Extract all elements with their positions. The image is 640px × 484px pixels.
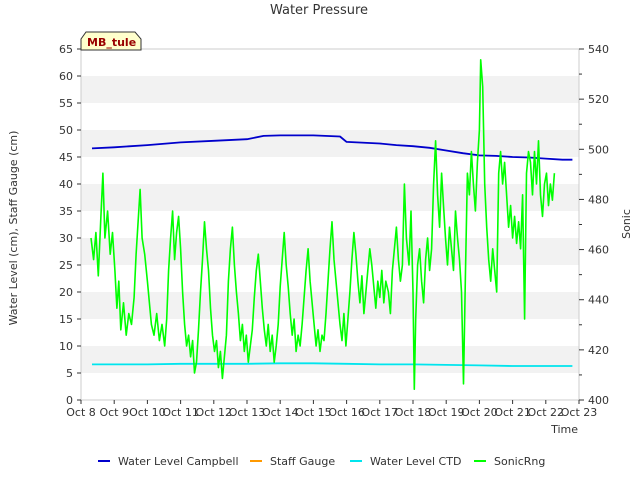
legend: Water Level Campbell Staff Gauge Water Lev…: [98, 455, 545, 468]
series-line-sonicrng: [90, 59, 556, 390]
x-tick-label: Oct 23: [561, 406, 598, 419]
x-tick-label: Oct 19: [428, 406, 465, 419]
x-tick-label: Oct 18: [395, 406, 432, 419]
x-tick-label: Oct 13: [229, 406, 266, 419]
y-tick-label-left: 0: [66, 394, 73, 407]
y-tick-label-right: 400: [588, 394, 609, 407]
legend-label: Water Level CTD: [370, 455, 461, 468]
x-tick-label: Oct 16: [328, 406, 365, 419]
y-tick-label-left: 20: [59, 286, 73, 299]
legend-label: SonicRng: [494, 455, 545, 468]
grid-band: [81, 130, 579, 157]
series-line-water-level-ctd: [92, 362, 573, 367]
grid-band: [81, 76, 579, 103]
x-tick-label: Oct 20: [461, 406, 498, 419]
x-tick-label: Oct 9: [99, 406, 129, 419]
chart-title: Water Pressure: [270, 3, 368, 18]
y-tick-label-left: 5: [66, 367, 73, 380]
y-tick-label-right: 500: [588, 143, 609, 156]
y-axis-label-left: Water Level (cm), Staff Gauge (cm): [7, 131, 20, 326]
grid-band: [81, 292, 579, 319]
grid-band: [81, 157, 579, 184]
y-tick-label-right: 540: [588, 43, 609, 56]
x-axis-label: Time: [550, 423, 578, 436]
grid-band: [81, 184, 579, 211]
x-tick-label: Oct 17: [362, 406, 399, 419]
y-tick-label-right: 460: [588, 244, 609, 257]
legend-label: Staff Gauge: [270, 455, 335, 468]
x-tick-label: Oct 12: [196, 406, 233, 419]
series-line-water-level-campbell: [91, 134, 573, 161]
y-tick-label-left: 40: [59, 178, 73, 191]
y-tick-label-right: 520: [588, 93, 609, 106]
y-tick-label-right: 420: [588, 344, 609, 357]
y-tick-label-left: 30: [59, 232, 73, 245]
y-tick-label-left: 25: [59, 259, 73, 272]
y-tick-label-right: 480: [588, 193, 609, 206]
grid-band: [81, 103, 579, 130]
y-tick-label-left: 65: [59, 43, 73, 56]
x-tick-label: Oct 8: [66, 406, 96, 419]
x-tick-label: Oct 22: [528, 406, 565, 419]
y-tick-label-left: 55: [59, 97, 73, 110]
y-tick-label-left: 35: [59, 205, 73, 218]
station-label: MB_tule: [80, 31, 142, 51]
grid-band: [81, 49, 579, 76]
x-tick-label: Oct 11: [162, 406, 199, 419]
y-tick-label-right: 440: [588, 294, 609, 307]
y-tick-label-left: 15: [59, 313, 73, 326]
x-tick-label: Oct 15: [295, 406, 332, 419]
y-axis-label-right: Sonic: [620, 209, 633, 239]
station-label-text: MB_tule: [87, 36, 136, 49]
y-tick-label-left: 60: [59, 70, 73, 83]
x-tick-label: Oct 14: [262, 406, 299, 419]
grid-band: [81, 211, 579, 238]
legend-label: Water Level Campbell: [118, 455, 239, 468]
x-tick-label: Oct 10: [129, 406, 166, 419]
grid-band: [81, 373, 579, 400]
grid-band: [81, 346, 579, 373]
y-tick-label-left: 45: [59, 151, 73, 164]
y-tick-label-left: 50: [59, 124, 73, 137]
y-tick-label-left: 10: [59, 340, 73, 353]
grid-band: [81, 265, 579, 292]
x-tick-label: Oct 21: [494, 406, 531, 419]
